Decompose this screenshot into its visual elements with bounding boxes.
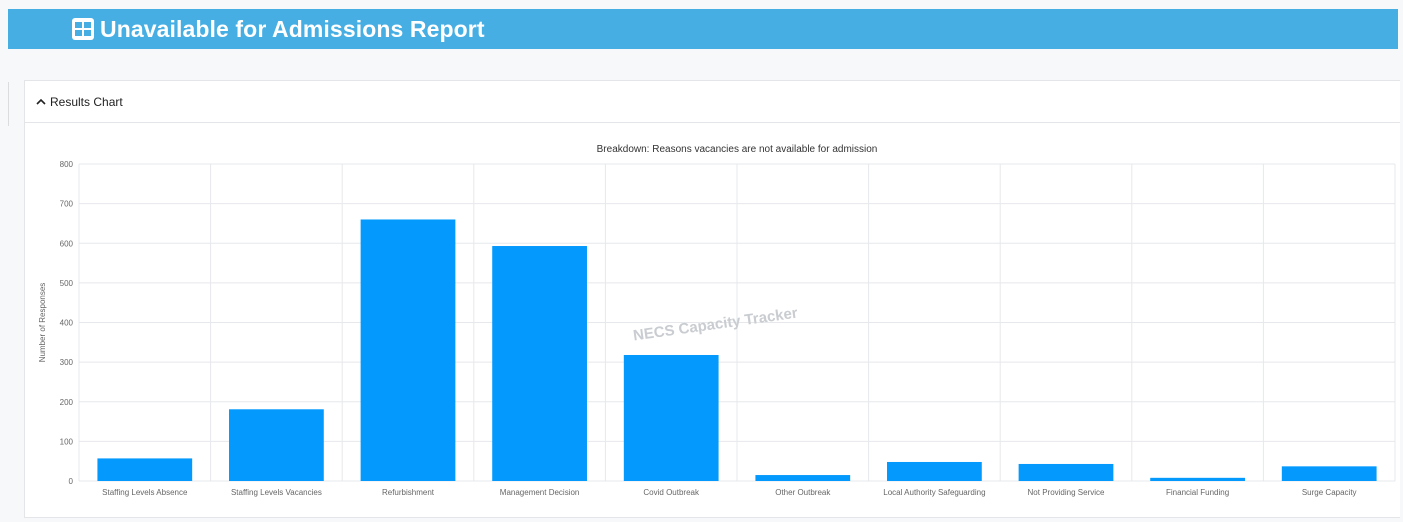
bar[interactable] (1150, 477, 1245, 481)
category-label: Staffing Levels Absence (102, 488, 188, 497)
category-label: Financial Funding (1166, 488, 1229, 497)
category-label: Management Decision (500, 488, 580, 497)
y-tick-label: 200 (60, 398, 74, 407)
page-header: Unavailable for Admissions Report (8, 9, 1398, 49)
chart-grid (78, 163, 1396, 482)
y-ticks: 0 100 200 300 400 500 600 700 800 (60, 160, 74, 486)
y-tick-label: 600 (60, 239, 74, 248)
bar[interactable] (1281, 466, 1377, 481)
category-labels: Staffing Levels Absence Staffing Levels V… (102, 488, 1356, 497)
bar[interactable] (492, 246, 587, 481)
category-label: Other Outbreak (775, 488, 831, 497)
bar[interactable] (97, 458, 193, 481)
bar[interactable] (360, 219, 456, 481)
y-tick-label: 700 (60, 200, 74, 209)
watermark: NECS Capacity Tracker (632, 305, 799, 345)
table-icon (72, 18, 94, 40)
category-label: Not Providing Service (1028, 488, 1105, 497)
divider (8, 82, 9, 126)
panel-title: Results Chart (50, 94, 123, 109)
category-label: Surge Capacity (1302, 488, 1357, 497)
category-label: Local Authority Safeguarding (883, 488, 985, 497)
bar[interactable] (229, 409, 324, 481)
y-tick-label: 400 (60, 319, 74, 328)
y-axis-label: Number of Responses (38, 283, 47, 363)
bars (97, 219, 1377, 481)
bar[interactable] (623, 354, 719, 481)
bar-chart: Breakdown: Reasons vacancies are not ava… (38, 144, 1396, 497)
bar[interactable] (755, 475, 851, 481)
page-title: Unavailable for Admissions Report (100, 15, 485, 42)
results-chart-panel: Results Chart Breakdown: Reasons vacanci… (24, 80, 1400, 518)
bar[interactable] (1018, 463, 1114, 481)
y-tick-label: 100 (60, 437, 74, 446)
y-tick-label: 0 (69, 477, 74, 486)
category-label: Covid Outbreak (643, 488, 700, 497)
chart-title: Breakdown: Reasons vacancies are not ava… (597, 144, 878, 155)
bar[interactable] (887, 461, 982, 481)
y-tick-label: 800 (60, 160, 74, 169)
chevron-up-icon[interactable] (35, 96, 47, 108)
y-tick-label: 300 (60, 358, 74, 367)
category-label: Refurbishment (382, 488, 435, 497)
y-tick-label: 500 (60, 279, 74, 288)
panel-header-toggle[interactable]: Results Chart (25, 81, 1400, 123)
category-label: Staffing Levels Vacancies (231, 488, 322, 497)
